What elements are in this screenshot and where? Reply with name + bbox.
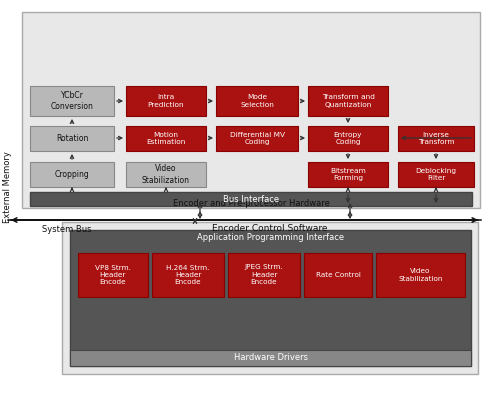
Text: YCbCr
Conversion: YCbCr Conversion — [51, 91, 94, 111]
Text: Deblocking
Filter: Deblocking Filter — [416, 168, 457, 181]
Bar — [308, 126, 388, 151]
Text: Video
Stabilization: Video Stabilization — [398, 268, 443, 282]
Text: Transform and
Quantization: Transform and Quantization — [321, 94, 375, 108]
Bar — [30, 192, 472, 206]
Text: Intra
Prediction: Intra Prediction — [148, 94, 184, 108]
Bar — [22, 12, 480, 208]
Bar — [30, 162, 114, 187]
Bar — [152, 253, 224, 297]
Bar — [126, 126, 206, 151]
Bar — [398, 162, 474, 187]
Text: VP8 Strm.
Header
Encode: VP8 Strm. Header Encode — [95, 264, 131, 286]
Text: Entropy
Coding: Entropy Coding — [334, 132, 362, 145]
Text: Rotation: Rotation — [56, 134, 88, 143]
Bar — [376, 253, 465, 297]
Text: System Bus: System Bus — [42, 225, 92, 234]
Bar — [62, 222, 478, 374]
Bar — [308, 162, 388, 187]
Text: External Memory: External Memory — [3, 151, 12, 223]
Bar — [30, 86, 114, 116]
Bar — [70, 230, 471, 366]
Text: Bus Interface: Bus Interface — [223, 195, 279, 203]
Text: Motion
Estimation: Motion Estimation — [146, 132, 186, 145]
Text: Cropping: Cropping — [55, 170, 89, 179]
Bar — [216, 86, 298, 116]
Bar — [126, 86, 206, 116]
Bar — [70, 350, 471, 366]
Text: Bitstream
Forming: Bitstream Forming — [330, 168, 366, 181]
Bar — [304, 253, 372, 297]
Text: Encoder Control Software: Encoder Control Software — [212, 223, 328, 232]
Bar — [228, 253, 300, 297]
Bar — [216, 126, 298, 151]
Text: JPEG Strm.
Header
Encode: JPEG Strm. Header Encode — [245, 264, 283, 286]
Text: Mode
Selection: Mode Selection — [240, 94, 274, 108]
Text: Encoder and Pre-processor Hardware: Encoder and Pre-processor Hardware — [173, 199, 329, 208]
Bar — [398, 126, 474, 151]
Text: Inverse
Transform: Inverse Transform — [418, 132, 455, 145]
Text: Application Programming Interface: Application Programming Interface — [197, 232, 344, 242]
Text: Differential MV
Coding: Differential MV Coding — [230, 132, 284, 145]
Text: Hardware Drivers: Hardware Drivers — [234, 353, 308, 362]
Text: H.264 Strm.
Header
Encode: H.264 Strm. Header Encode — [166, 264, 210, 286]
Text: Rate Control: Rate Control — [316, 272, 360, 278]
Bar — [126, 162, 206, 187]
Bar — [308, 86, 388, 116]
Bar — [78, 253, 148, 297]
Bar — [30, 126, 114, 151]
Text: Video
Stabilization: Video Stabilization — [142, 164, 190, 184]
